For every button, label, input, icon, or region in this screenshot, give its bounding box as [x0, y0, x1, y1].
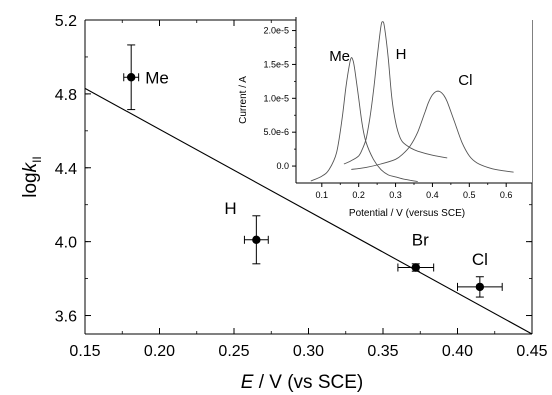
inset-y-tick-label: 5.0e-6	[263, 127, 289, 137]
inset-series-label-cl: Cl	[458, 72, 472, 89]
y-tick-label: 4.8	[55, 87, 77, 104]
inset-plot: 0.1 0.2 0.3 0.4 0.5 0.6 0.0 5.0e-6 1.0e-5 1.5e-5 2…	[238, 17, 532, 219]
inset-series-label-me: Me	[329, 48, 350, 65]
x-axis-title-symbol: E	[241, 372, 254, 393]
y-tick-label: 4.0	[55, 235, 77, 252]
point-label: Me	[145, 68, 169, 87]
data-marker	[475, 282, 485, 292]
inset-ticks	[292, 30, 507, 187]
y-axis-title-subscript: II	[30, 156, 44, 163]
main-plot: 0.15 0.20 0.25 0.30 0.35 0.40 0.45 3.6 4.0 4.4 4.8…	[55, 13, 548, 360]
inset-x-tick-label: 0.6	[500, 190, 513, 200]
point-label: H	[224, 199, 236, 218]
x-tick-label: 0.20	[144, 343, 175, 360]
x-axis-title: E / V (vs SCE)	[241, 372, 363, 393]
inset-y-tick-label: 2.0e-5	[263, 26, 289, 36]
data-marker	[126, 73, 136, 82]
x-tick-label: 0.25	[218, 343, 249, 360]
inset-trace-h	[343, 21, 448, 165]
y-tick-label: 5.2	[55, 13, 77, 30]
inset-y-tick-label: 0.0	[276, 161, 289, 171]
fit-line-group	[84, 87, 533, 335]
y-tick-label: 4.4	[55, 161, 77, 178]
x-tick-label: 0.30	[293, 343, 324, 360]
inset-x-axis-title: Potential / V (versus SCE)	[349, 208, 465, 219]
x-axis-title-rest: / V (vs SCE)	[253, 372, 363, 393]
data-point-me: Me	[123, 44, 169, 111]
inset-trace-cl	[351, 90, 514, 173]
inset-x-tick-label: 0.4	[426, 190, 439, 200]
inset-y-tick-label: 1.0e-5	[263, 93, 289, 103]
y-axis-title-symbol: k	[20, 161, 41, 172]
inset-series-labels: Me H Cl	[329, 46, 472, 89]
data-point-h: H	[224, 199, 269, 265]
inset-series-label-h: H	[396, 46, 407, 63]
data-point-cl: Cl	[457, 250, 503, 298]
point-label: Cl	[472, 250, 488, 269]
inset-y-tick-label: 1.5e-5	[263, 59, 289, 69]
y-axis-title: logkII	[20, 156, 44, 198]
inset-x-tick-label: 0.3	[389, 190, 402, 200]
inset-y-axis-title: Current / A	[238, 76, 249, 124]
data-marker	[252, 235, 261, 244]
inset-x-tick-label: 0.2	[352, 190, 365, 200]
inset-trace-me	[310, 57, 418, 183]
fit-line	[84, 87, 533, 335]
inset-x-tick-label: 0.1	[316, 190, 329, 200]
x-tick-label: 0.40	[442, 343, 473, 360]
data-marker	[411, 263, 420, 272]
y-axis-title-prefix: log	[20, 172, 41, 197]
x-tick-label: 0.15	[69, 343, 100, 360]
inset-tick-labels: 0.1 0.2 0.3 0.4 0.5 0.6 0.0 5.0e-6 1.0e-5 1.5e-5 2…	[263, 26, 512, 200]
data-points: Me H Br Cl	[123, 44, 503, 298]
inset-traces	[310, 21, 514, 183]
y-tick-label: 3.6	[55, 309, 77, 326]
main-tick-labels: 0.15 0.20 0.25 0.30 0.35 0.40 0.45 3.6 4.0 4.4 4.8…	[55, 13, 548, 360]
point-label: Br	[412, 231, 429, 250]
x-tick-label: 0.45	[516, 343, 547, 360]
x-tick-label: 0.35	[367, 343, 398, 360]
data-point-br: Br	[397, 231, 435, 272]
inset-background	[296, 17, 532, 183]
inset-x-tick-label: 0.5	[463, 190, 476, 200]
